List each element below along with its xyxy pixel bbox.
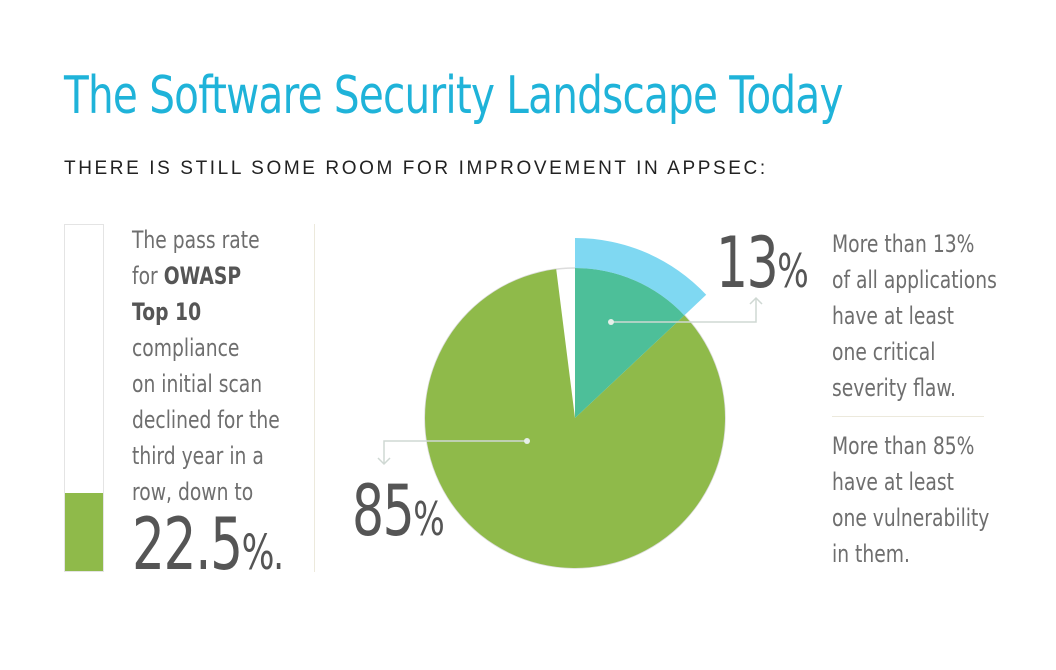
pie-label-85-unit: % [413,492,444,546]
desc-line: one critical [832,338,936,366]
pie-label-85-number: 85 [352,470,415,552]
desc-line: compliance [132,334,240,362]
desc-line: on initial scan [132,370,263,398]
desc-line: The pass rate [132,226,260,254]
pie-slice-13 [575,267,685,418]
owasp-label: OWASP [163,262,242,290]
desc-line: declined for the [132,406,280,434]
leader-line-85 [383,440,527,464]
desc-line: severity flaw. [832,374,956,402]
page-title: The Software Security Landscape Today [64,66,843,126]
desc-line: More than 13% [832,230,975,258]
desc-line-prefix: for [132,262,164,290]
desc-line: third year in a [132,442,264,470]
pie-label-13: 13% [716,222,809,304]
vertical-divider [314,224,315,572]
desc-line: row, down to [132,478,254,506]
pass-rate-description: The pass rate for OWASP Top 10 complianc… [132,222,280,510]
pass-rate-number: 22.5 [132,502,243,586]
desc-line: have at least [832,468,954,496]
desc-line: for OWASP [132,258,280,294]
pass-rate-bar-fill [65,493,103,571]
desc-line: More than 85% [832,432,975,460]
pass-rate-bar [64,224,104,572]
pie-slice-13-highlight [575,238,707,316]
leader-dot-13 [608,319,614,325]
pie-slice-85 [425,269,726,568]
pass-rate-value: 22.5%. [132,502,284,586]
arrow-85-icon [377,457,391,466]
pass-rate-unit: %. [241,525,284,581]
page-subtitle: THERE IS STILL SOME ROOM FOR IMPROVEMENT… [64,158,768,179]
pie-label-85: 85% [352,470,445,552]
desc-line: have at least [832,302,954,330]
critical-flaw-description: More than 13% of all applications have a… [832,226,997,406]
pie-label-13-number: 13 [716,222,779,304]
leader-line-13 [611,298,757,323]
pie-label-13-unit: % [777,244,808,298]
desc-line: in them. [832,540,910,568]
top10-label: Top 10 [132,298,202,326]
horizontal-divider [832,416,984,417]
vulnerability-description: More than 85% have at least one vulnerab… [832,428,989,572]
desc-line: one vulnerability [832,504,990,532]
desc-line: of all applications [832,266,997,294]
leader-dot-85 [524,438,530,444]
arrow-13-icon [749,296,763,305]
